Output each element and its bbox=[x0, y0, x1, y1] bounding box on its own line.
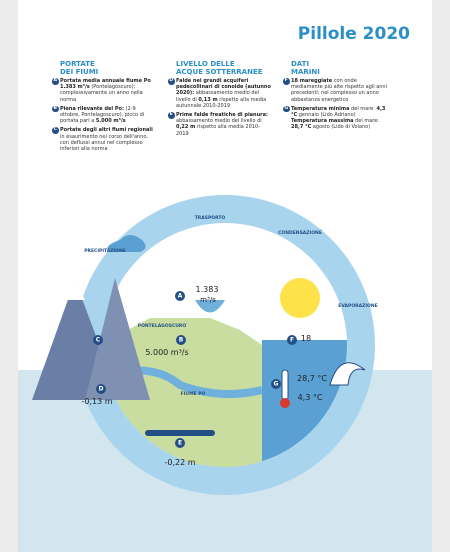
item-text: Temperatura massima bbox=[291, 118, 354, 124]
value: 1.383 bbox=[196, 285, 219, 294]
ring-label: CONDENSAZIONE bbox=[278, 230, 322, 236]
title: Pillole 2020 bbox=[298, 24, 410, 44]
sun bbox=[280, 278, 320, 318]
heading-line: DATI bbox=[291, 60, 387, 68]
station-label: PONTELAGOSCURO bbox=[138, 323, 187, 329]
value: 5.000 m³/s bbox=[145, 348, 188, 357]
badge: A bbox=[52, 78, 59, 85]
badge-letter: G bbox=[274, 381, 279, 388]
value: 18 bbox=[301, 334, 311, 343]
badge: G bbox=[283, 106, 290, 113]
item-text: 0,22 m bbox=[176, 124, 195, 130]
value: 4,3 °C bbox=[298, 393, 323, 402]
item-text: gennaio (Lido Adriano) bbox=[297, 112, 355, 118]
value: -0,13 m bbox=[81, 397, 112, 406]
river-label: FIUME PO bbox=[181, 391, 206, 397]
ring-label: EVAPORAZIONE bbox=[338, 303, 377, 309]
badge-letter: E bbox=[178, 440, 182, 447]
item-text: 0,13 m bbox=[198, 97, 217, 103]
ring-label: PRECIPITAZIONE bbox=[84, 248, 126, 254]
item-text: Prime falde freatiche di pianura: bbox=[176, 112, 268, 118]
item-text: del mare: bbox=[349, 106, 376, 112]
page: PRECIPITAZIONE TRASPORTO CONDENSAZIONE E… bbox=[0, 0, 450, 552]
item-text: 5.000 m³/s bbox=[96, 118, 126, 124]
heading-line: DEI FIUMI bbox=[60, 68, 156, 76]
item-text: Piena rilevante del Po: bbox=[60, 106, 124, 112]
heading-line: LIVELLO DELLE bbox=[176, 60, 272, 68]
item-text: abbassamento medio del livello di bbox=[176, 118, 262, 124]
heading-line: ACQUE SOTTERRANEE bbox=[176, 68, 272, 76]
badge-letter: D bbox=[99, 386, 104, 393]
badge-letter: B bbox=[179, 337, 184, 344]
heading-line: PORTATE bbox=[60, 60, 156, 68]
badge: D bbox=[168, 78, 175, 85]
badge-letter: F bbox=[290, 337, 294, 344]
item-text: Temperatura minima bbox=[291, 106, 349, 112]
badge: C bbox=[52, 127, 59, 134]
badge: E bbox=[168, 112, 175, 119]
heading-line: MARINI bbox=[291, 68, 387, 76]
item-text: agosto (Lido di Volano) bbox=[311, 124, 370, 130]
badge: F bbox=[283, 78, 290, 85]
badge: B bbox=[52, 106, 59, 113]
thermometer-bulb bbox=[280, 398, 290, 408]
item-text: in esaurimento nel corso dell'anno, con … bbox=[60, 134, 148, 152]
item-text: del mare: bbox=[354, 118, 379, 124]
value: -0,22 m bbox=[164, 458, 195, 467]
thermometer bbox=[282, 370, 288, 400]
ring-label: TRASPORTO bbox=[195, 215, 226, 221]
aquifer-e bbox=[145, 430, 215, 436]
value: m³/s bbox=[200, 296, 216, 304]
badge-letter: C bbox=[96, 337, 101, 344]
value: 28,7 °C bbox=[297, 374, 327, 383]
item-text: 28,7 °C bbox=[291, 124, 311, 130]
badge-letter: A bbox=[178, 293, 183, 300]
item-text: Portate degli altri fiumi regionali bbox=[60, 127, 153, 133]
